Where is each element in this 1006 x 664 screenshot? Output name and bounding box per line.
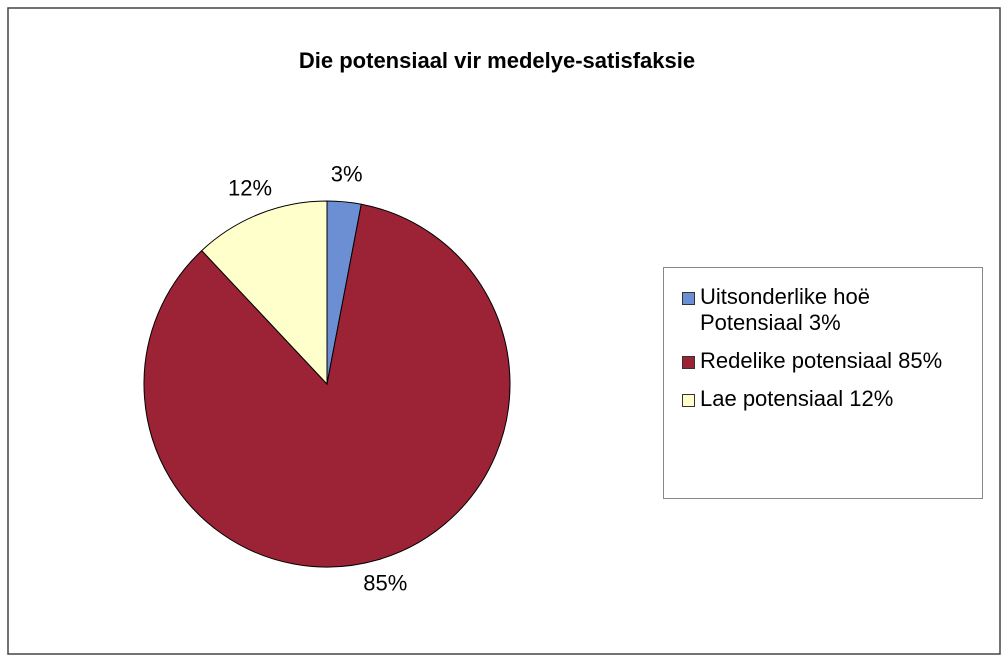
legend-label: Uitsonderlike hoë Potensiaal 3% (700, 284, 870, 335)
legend-swatch (682, 356, 695, 369)
chart-frame (7, 7, 1001, 655)
pie-slice (143, 203, 511, 568)
legend-entry: Uitsonderlike hoë Potensiaal 3% (682, 284, 972, 336)
legend-label: Redelike potensiaal 85% (700, 348, 943, 373)
data-label: 12% (228, 175, 272, 200)
legend: Uitsonderlike hoë Potensiaal 3% Redelike … (663, 267, 983, 499)
legend-swatch (682, 292, 695, 305)
legend-swatch (682, 394, 695, 407)
chart-title: Die potensiaal vir medelye-satisfaksie (299, 48, 695, 73)
legend-label: Lae potensiaal 12% (700, 386, 894, 411)
legend-entry: Lae potensiaal 12% (682, 386, 972, 412)
data-label: 3% (331, 162, 363, 187)
pie-slice (201, 200, 328, 386)
data-label: 85% (363, 571, 407, 596)
legend-entry: Redelike potensiaal 85% (682, 348, 972, 374)
